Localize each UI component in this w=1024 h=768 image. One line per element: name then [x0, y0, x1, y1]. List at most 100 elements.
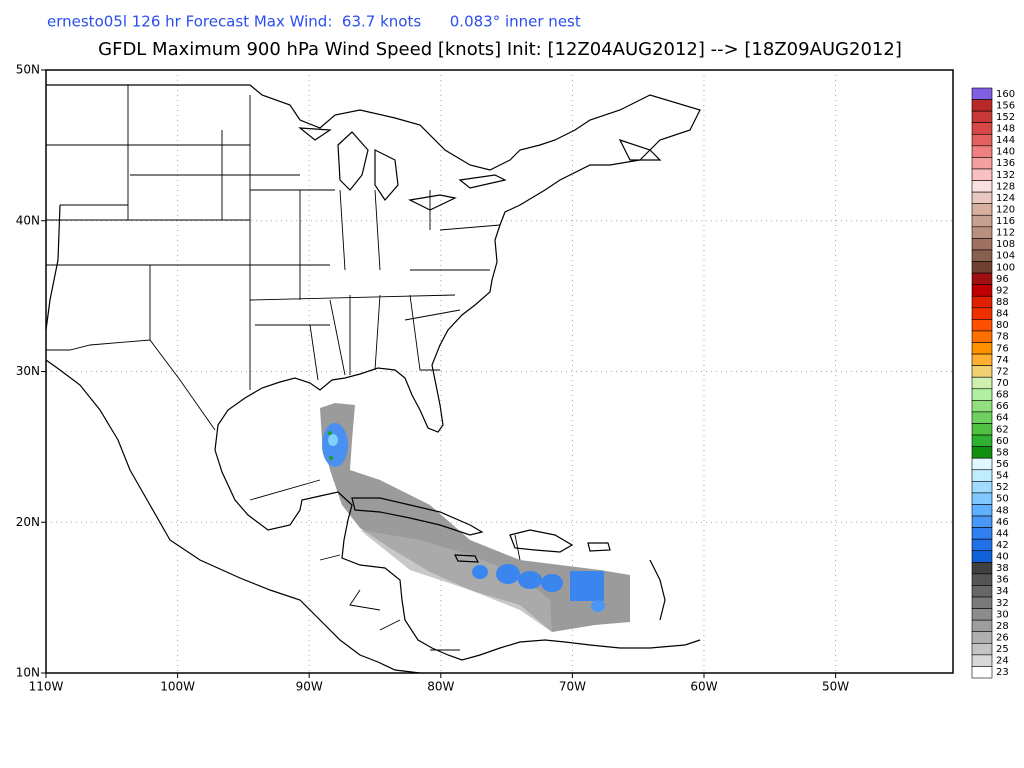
- colorbar-label: 36: [996, 575, 1009, 586]
- colorbar-swatch: [971, 573, 993, 586]
- colorbar-label: 48: [996, 505, 1009, 516]
- colorbar-label: 56: [996, 459, 1009, 470]
- colorbar-label: 78: [996, 332, 1009, 343]
- colorbar-label: 112: [996, 228, 1015, 239]
- colorbar-swatch: [971, 203, 993, 216]
- colorbar-label: 124: [996, 193, 1015, 204]
- colorbar-swatch: [971, 295, 993, 309]
- colorbar-label: 52: [996, 482, 1009, 493]
- colorbar-label: 26: [996, 633, 1009, 644]
- axes: 110W 100W 90W 80W 70W 60W 50W 50N 40N 30N 20N 10N: [16, 63, 850, 694]
- lat-label: 10N: [16, 666, 40, 680]
- grid: [46, 70, 953, 673]
- lat-label: 30N: [16, 364, 40, 378]
- colorbar-label: 108: [996, 239, 1015, 250]
- colorbar-label: 120: [996, 204, 1015, 215]
- colorbar-swatch: [971, 400, 993, 413]
- colorbar-swatch: [971, 342, 993, 355]
- colorbar-label: 70: [996, 378, 1009, 389]
- colorbar-label: 34: [996, 586, 1009, 597]
- colorbar-swatch: [971, 353, 993, 366]
- colorbar-label: 160: [996, 89, 1015, 100]
- colorbar-swatch: [971, 122, 993, 135]
- colorbar-label: 100: [996, 262, 1015, 273]
- colorbar-label: 144: [996, 135, 1015, 146]
- lat-label: 50N: [16, 63, 40, 77]
- lon-label: 110W: [29, 680, 64, 694]
- colorbar-label: 66: [996, 401, 1009, 412]
- colorbar-swatch: [971, 214, 993, 228]
- colorbar-swatch: [971, 133, 993, 147]
- colorbar-swatch: [971, 423, 993, 436]
- colorbar-swatch: [971, 481, 993, 494]
- colorbar-swatch: [971, 504, 993, 517]
- colorbar-label: 42: [996, 540, 1009, 551]
- colorbar-label: 152: [996, 112, 1015, 123]
- colorbar-label: 80: [996, 320, 1009, 331]
- colorbar-swatch: [971, 654, 993, 667]
- colorbar-swatch: [971, 249, 993, 262]
- subtitle: ernesto05l 126 hr Forecast Max Wind: 63.…: [47, 13, 581, 31]
- colorbar-label: 24: [996, 656, 1009, 667]
- colorbar-swatch: [971, 168, 993, 181]
- wind-swath: [320, 403, 630, 632]
- colorbar-swatch: [971, 492, 993, 505]
- colorbar-label: 23: [996, 667, 1009, 678]
- colorbar-label: 68: [996, 390, 1009, 401]
- colorbar-swatch: [971, 388, 993, 401]
- colorbar-swatch: [971, 596, 993, 609]
- colorbar-swatch: [971, 307, 993, 320]
- colorbar-label: 136: [996, 158, 1015, 169]
- colorbar-label: 140: [996, 147, 1015, 158]
- colorbar-label: 72: [996, 366, 1009, 377]
- colorbar-swatch: [971, 365, 993, 378]
- colorbar-swatch: [971, 411, 993, 424]
- colorbar-swatch: [971, 330, 993, 343]
- colorbar-swatch: [971, 157, 993, 170]
- colorbar-label: 60: [996, 436, 1009, 447]
- colorbar-label: 76: [996, 343, 1009, 354]
- lon-label: 60W: [690, 680, 717, 694]
- colorbar-label: 28: [996, 621, 1009, 632]
- colorbar-label: 128: [996, 181, 1015, 192]
- colorbar: 1601561521481441401361321281241201161121…: [971, 87, 1015, 679]
- colorbar-swatch: [971, 434, 993, 447]
- lon-label: 80W: [427, 680, 454, 694]
- colorbar-swatch: [971, 666, 993, 679]
- colorbar-label: 40: [996, 552, 1009, 563]
- lat-label: 20N: [16, 515, 40, 529]
- colorbar-label: 148: [996, 123, 1015, 134]
- colorbar-swatch: [971, 608, 993, 621]
- colorbar-swatch: [971, 272, 993, 285]
- colorbar-label: 96: [996, 274, 1009, 285]
- colorbar-label: 44: [996, 528, 1009, 539]
- colorbar-swatch: [971, 527, 993, 540]
- colorbar-label: 84: [996, 309, 1009, 320]
- colorbar-label: 46: [996, 517, 1009, 528]
- colorbar-swatch: [971, 180, 993, 193]
- colorbar-swatch: [971, 238, 993, 251]
- colorbar-label: 30: [996, 609, 1009, 620]
- colorbar-swatch: [971, 261, 993, 274]
- colorbar-swatch: [971, 446, 993, 459]
- state-borders: [46, 85, 521, 651]
- colorbar-swatch: [971, 319, 993, 332]
- colorbar-label: 92: [996, 285, 1009, 296]
- colorbar-label: 88: [996, 297, 1009, 308]
- colorbar-swatch: [971, 538, 993, 552]
- colorbar-swatch: [971, 457, 993, 471]
- lat-label: 40N: [16, 213, 40, 227]
- colorbar-label: 116: [996, 216, 1015, 227]
- lon-label: 90W: [296, 680, 323, 694]
- colorbar-label: 62: [996, 424, 1009, 435]
- colorbar-label: 58: [996, 447, 1009, 458]
- colorbar-swatch: [971, 191, 993, 204]
- colorbar-label: 32: [996, 598, 1009, 609]
- colorbar-label: 74: [996, 355, 1009, 366]
- colorbar-label: 156: [996, 100, 1015, 111]
- colorbar-swatch: [971, 585, 993, 598]
- colorbar-swatch: [971, 515, 993, 528]
- colorbar-swatch: [971, 376, 993, 390]
- colorbar-label: 104: [996, 251, 1015, 262]
- colorbar-swatch: [971, 469, 993, 482]
